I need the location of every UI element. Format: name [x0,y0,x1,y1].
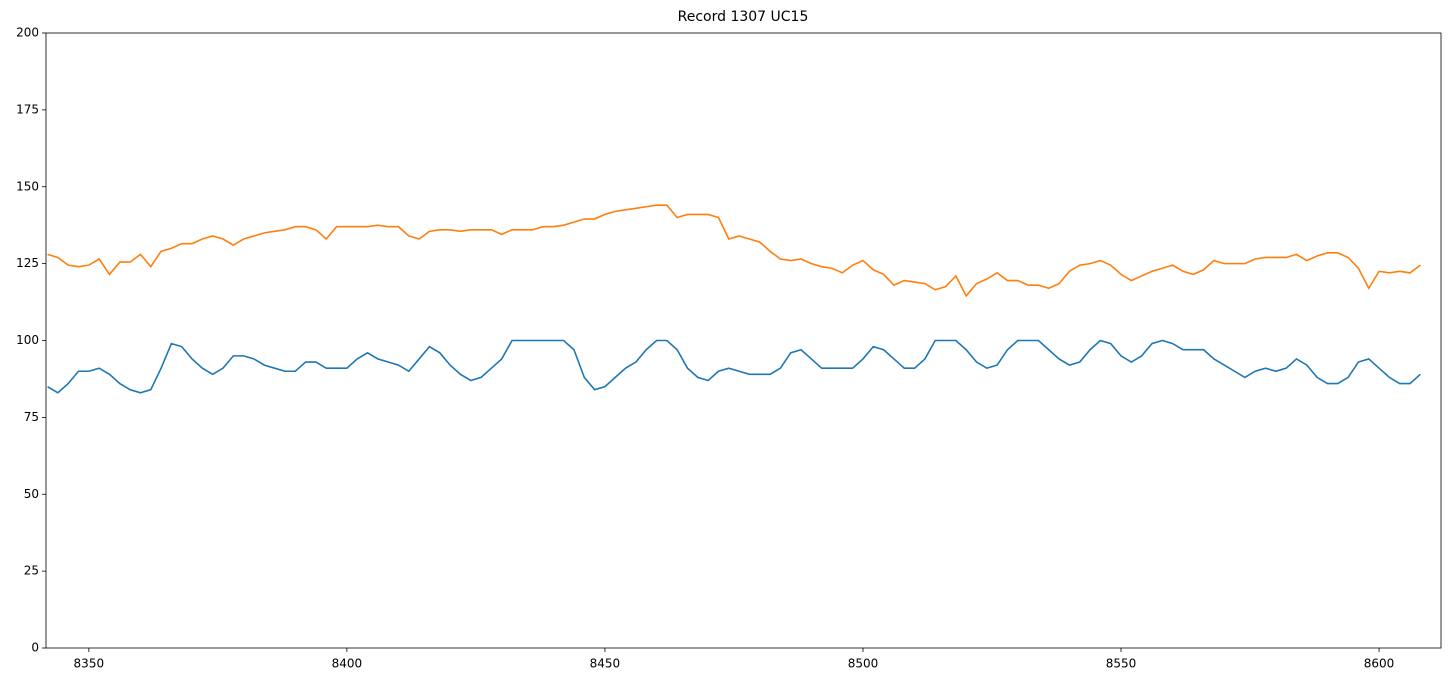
y-tick-label: 0 [31,641,39,655]
series-line [47,339,1421,394]
x-tick-label: 8450 [590,657,621,671]
y-tick-label: 50 [24,487,39,501]
y-tick-label: 100 [16,333,39,347]
x-tick-label: 8600 [1364,657,1395,671]
y-tick-label: 150 [16,179,39,193]
x-tick-label: 8400 [332,657,363,671]
series-line [47,204,1421,298]
y-tick-label: 25 [24,564,39,578]
x-tick-label: 8350 [74,657,105,671]
y-tick-label: 175 [16,102,39,116]
y-tick-label: 200 [16,26,39,40]
chart-title: Record 1307 UC15 [678,9,809,25]
plot-frame [45,32,1442,649]
y-tick-label: 75 [24,410,39,424]
x-tick-label: 8550 [1106,657,1137,671]
y-tick-label: 125 [16,256,39,270]
x-tick-label: 8500 [848,657,879,671]
